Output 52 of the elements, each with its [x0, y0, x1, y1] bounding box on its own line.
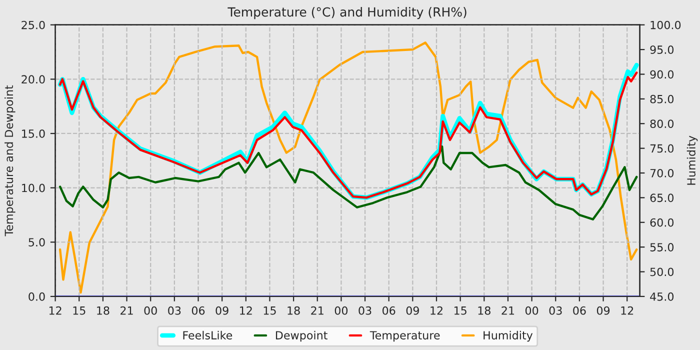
y-tick-label: 0.0 [28, 292, 45, 301]
x-tick-label: 00 [144, 306, 157, 315]
y2-tick-label: 100.0 [650, 20, 681, 30]
x-tick-label: 06 [573, 306, 586, 315]
x-tick-label: 12 [240, 306, 252, 315]
y-tick-label: 10.0 [22, 184, 45, 192]
y2-tick-label: 45.0 [650, 292, 674, 301]
x-tick-label: 12 [430, 306, 442, 315]
legend-label: Dewpoint [276, 330, 328, 342]
x-tick-label: 21 [311, 306, 324, 315]
y2-tick-label: 55.0 [650, 243, 674, 252]
y2-tick-label: 85.0 [650, 94, 674, 104]
x-tick-label: 21 [502, 306, 514, 315]
legend-label: Humidity [484, 330, 533, 342]
x-tick-label: 03 [168, 306, 181, 315]
y-tick-label: 5.0 [28, 238, 45, 247]
y2-tick-label: 90.0 [650, 70, 674, 79]
x-tick-label: 03 [358, 306, 372, 315]
x-tick-label: 00 [334, 306, 348, 315]
legend-label: Temperature [370, 331, 440, 342]
y2-tick-label: 70.0 [650, 168, 674, 178]
x-tick-label: 12 [49, 306, 62, 315]
x-tick-label: 06 [192, 306, 205, 315]
x-tick-label: 09 [216, 306, 228, 315]
y-tick-label: 15.0 [22, 129, 45, 138]
chart-title: Temperature (°C) and Humidity (RH%) [228, 7, 466, 20]
y2-tick-label: 65.0 [650, 194, 674, 202]
line-series [58, 145, 638, 220]
x-tick-label: 15 [454, 306, 466, 315]
x-tick-label: 09 [406, 306, 419, 315]
y2-tick-label: 60.0 [650, 218, 674, 227]
x-tick-label: 15 [73, 306, 86, 315]
line-series [58, 42, 638, 294]
x-tick-label: 00 [525, 306, 538, 315]
y-tick-label: 20.0 [22, 75, 45, 84]
x-tick-label: 03 [549, 306, 562, 315]
y-tick-label: 25.0 [22, 20, 45, 30]
x-tick-label: 21 [120, 306, 133, 315]
legend-label: FeelsLike [183, 330, 232, 340]
y2-tick-label: 95.0 [650, 46, 674, 54]
x-tick-label: 12 [621, 306, 634, 315]
y2-axis-title: Humidity [686, 136, 698, 185]
y2-tick-label: 80.0 [650, 120, 674, 128]
y-axis-title: Temperature and Dewpoint [4, 85, 16, 236]
y2-tick-label: 75.0 [650, 144, 674, 153]
y2-tick-label: 50.0 [650, 268, 674, 276]
x-tick-label: 18 [97, 306, 110, 315]
x-tick-label: 18 [288, 306, 300, 315]
x-tick-label: 15 [264, 306, 276, 315]
x-tick-label: 09 [596, 306, 610, 315]
x-tick-label: 18 [478, 306, 490, 315]
x-tick-label: 06 [382, 306, 396, 315]
